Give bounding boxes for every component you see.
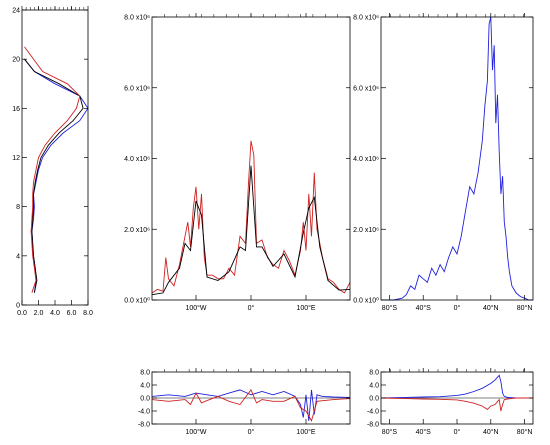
vertical-profile-x-tick-label: 0.0 (17, 310, 27, 317)
latitude-diff-x-tick-label: 0° (454, 428, 461, 436)
latitude-diff-x-tick-label: 40°S (416, 428, 432, 436)
latitude-main-x-tick-label: 40°N (483, 304, 499, 312)
latitude-diff-panel: 80°S 40°S 0° 40°N 80°N -8.0 -4.0 0.0 4.0 8.0 (367, 368, 534, 436)
vertical-profile-series-line-2 (24, 46, 81, 293)
vertical-profile-y-tick-label: 8 (16, 204, 20, 211)
latitude-main-y-tick-label: 4.0 x10⁶ (353, 156, 379, 163)
latitude-diff-y-tick-label: -8.0 (367, 422, 379, 429)
latitude-main-frame (380, 16, 534, 301)
longitude-diff-series-line-0 (151, 389, 351, 421)
longitude-main-y-tick-label: 6.0 x10⁶ (124, 85, 150, 92)
latitude-diff-x-tick-label: 80°N (517, 428, 533, 436)
longitude-main-series-line-1 (151, 165, 351, 296)
latitude-main-x-tick-label: 40°S (416, 304, 432, 312)
longitude-main-x-tick-label: 100°W (185, 304, 206, 312)
vertical-profile-panel: 0.0 2.0 4.0 6.0 8.0 0 4 8 12 16 20 24 (12, 6, 93, 317)
latitude-main-y-tick-label: 6.0 x10⁶ (353, 85, 379, 92)
longitude-main-series-line-0 (151, 140, 351, 294)
latitude-main-x-tick-label: 80°S (382, 304, 398, 312)
vertical-profile-y-tick-label: 4 (16, 253, 20, 260)
latitude-main-y-tick-label: 8.0 x10⁶ (353, 15, 379, 22)
vertical-profile-x-tick-label: 8.0 (83, 310, 93, 317)
vertical-profile-y-tick-label: 24 (12, 8, 20, 15)
latitude-diff-x-tick-label: 80°S (382, 428, 398, 436)
latitude-main-x-tick-label: 0° (454, 304, 461, 312)
latitude-diff-y-tick-label: -4.0 (367, 409, 379, 416)
latitude-diff-y-tick-label: 0.0 (369, 396, 379, 403)
latitude-main-y-tick-label: 0.0 x10⁰ (353, 297, 379, 305)
longitude-diff-y-tick-label: 8.0 (140, 370, 150, 377)
vertical-profile-y-tick-label: 20 (12, 57, 20, 64)
longitude-diff-y-tick-label: 0.0 (140, 396, 150, 403)
longitude-diff-series-line-1 (151, 389, 351, 422)
vertical-profile-frame (21, 9, 89, 306)
latitude-main-series-line-0 (381, 16, 533, 301)
latitude-diff-series-line-1 (380, 397, 533, 412)
latitude-diff-y-tick-label: 8.0 (369, 370, 379, 377)
longitude-main-x-tick-label: 100°E (296, 304, 315, 312)
longitude-diff-y-tick-label: -4.0 (138, 409, 150, 416)
longitude-main-y-tick-label: 8.0 x10⁶ (124, 15, 150, 22)
latitude-main-y-tick-label: 2.0 x10⁶ (353, 227, 379, 234)
longitude-diff-y-tick-label: 4.0 (140, 383, 150, 390)
vertical-profile-x-tick-label: 6.0 (67, 310, 77, 317)
longitude-main-panel: 100°W 0° 100°E 0.0 x10⁰ 2.0 x10⁶ 4.0 x10⁶ 6.0 … (124, 13, 351, 312)
vertical-profile-series-line-1 (24, 58, 84, 293)
longitude-diff-y-tick-label: -8.0 (138, 422, 150, 429)
longitude-diff-x-tick-label: 0° (248, 428, 255, 436)
vertical-profile-x-tick-label: 4.0 (50, 310, 60, 317)
longitude-main-x-tick-label: 0° (248, 304, 255, 312)
longitude-main-y-tick-label: 4.0 x10⁶ (124, 156, 150, 163)
longitude-diff-x-tick-label: 100°E (296, 428, 315, 436)
latitude-diff-x-tick-label: 40°N (483, 428, 499, 436)
vertical-profile-y-tick-label: 0 (16, 303, 20, 310)
vertical-profile-x-tick-label: 2.0 (34, 310, 44, 317)
latitude-main-x-tick-label: 80°N (517, 304, 533, 312)
longitude-diff-panel: 100°W 0° 100°E -8.0 -4.0 0.0 4.0 8.0 (138, 368, 351, 436)
latitude-main-panel: 80°S 40°S 0° 40°N 80°N 0.0 x10⁰ 2.0 x10⁶ 4.0 x1… (353, 13, 534, 312)
latitude-diff-series-line-0 (380, 374, 533, 399)
longitude-main-y-tick-label: 2.0 x10⁶ (124, 227, 150, 234)
vertical-profile-y-tick-label: 16 (12, 106, 20, 113)
longitude-diff-x-tick-label: 100°W (185, 428, 206, 436)
longitude-main-y-tick-label: 0.0 x10⁰ (124, 297, 150, 305)
vertical-profile-y-tick-label: 12 (12, 155, 20, 162)
latitude-diff-y-tick-label: 4.0 (369, 383, 379, 390)
